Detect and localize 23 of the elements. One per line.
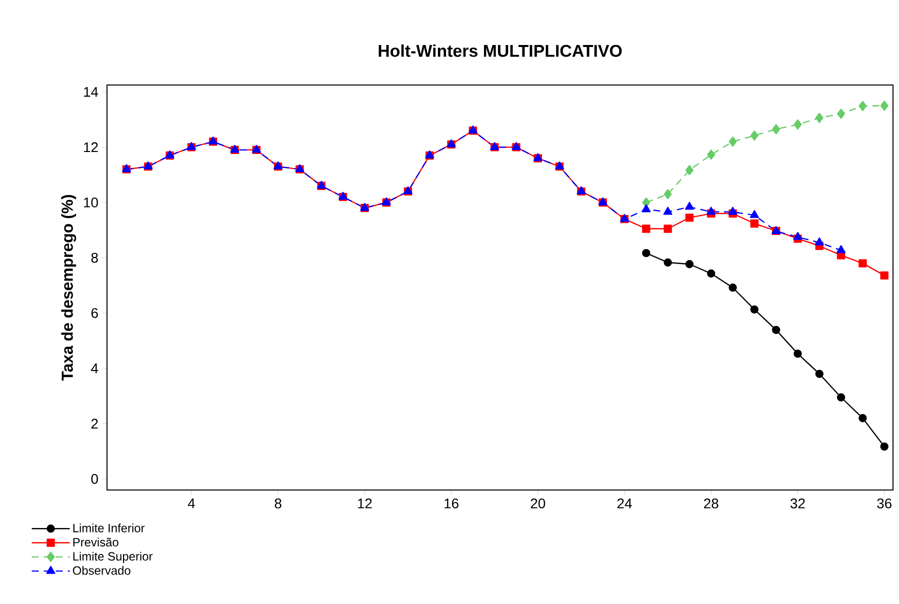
x-tick-label: 4 — [188, 498, 195, 508]
y-tick-label: 10 — [84, 198, 98, 208]
x-tick-label: 12 — [358, 498, 372, 508]
y-axis-title: Taxa de desemprego (%) — [61, 194, 76, 381]
x-tick-label: 24 — [617, 498, 632, 508]
x-tick-label: 16 — [444, 498, 458, 508]
y-tick-label: 4 — [91, 364, 98, 374]
x-tick-label: 20 — [530, 498, 546, 508]
y-tick-label: 12 — [84, 142, 98, 152]
y-tick-label: 0 — [91, 474, 98, 484]
y-tick-label: 6 — [91, 308, 98, 318]
y-tick-label: 2 — [91, 418, 98, 429]
x-tick-label: 8 — [274, 498, 282, 508]
y-tick-label: 14 — [84, 87, 98, 97]
legend-label: Limite Superior — [73, 552, 153, 563]
legend-label: Observado — [72, 566, 130, 575]
x-tick-label: 36 — [877, 498, 892, 508]
y-tick-label: 8 — [91, 252, 98, 263]
legend-label: Previsão — [73, 538, 118, 546]
x-tick-label: 28 — [704, 498, 718, 508]
chart-title: Holt-Winters MULTIPLICATIVO — [378, 44, 622, 57]
legend-label: Limite Inferior — [73, 524, 145, 532]
x-tick-label: 32 — [790, 498, 805, 508]
